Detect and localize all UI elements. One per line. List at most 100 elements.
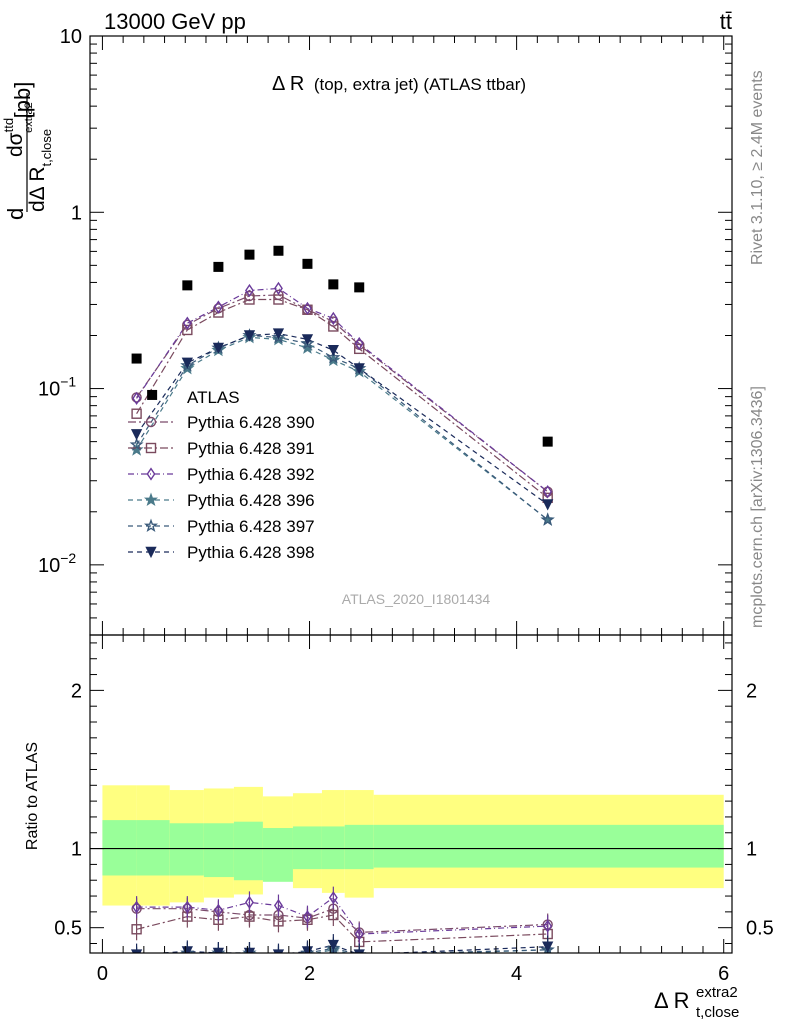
ratio-point	[277, 950, 280, 953]
legend-label: Pythia 6.428 396	[187, 491, 315, 510]
y-tick-label: 1	[71, 202, 82, 224]
series-point	[542, 499, 554, 511]
ratio-point	[212, 947, 225, 953]
ratio-point	[213, 903, 223, 917]
data-point	[273, 245, 284, 256]
legend-marker	[145, 416, 157, 428]
series-point	[354, 336, 364, 351]
series-line	[136, 287, 549, 493]
ratio-point	[245, 895, 254, 910]
y-axis-label: [pb] dσttd dΔ Rt,closeextra2 d	[1, 82, 54, 220]
mcplots-label: mcplots.cern.ch [arXiv:1306.3436]	[749, 386, 766, 628]
y-label-numerator: dσttd	[1, 118, 27, 157]
series-point	[272, 328, 285, 340]
series-point	[245, 283, 254, 298]
title-paren: (top, extra jet) (ATLAS ttbar)	[314, 75, 526, 94]
series-point	[303, 301, 312, 316]
process-label: tt̄	[720, 9, 732, 34]
data-point	[542, 436, 553, 447]
series-point	[327, 345, 339, 357]
legend-marker	[143, 492, 159, 507]
series-point	[132, 391, 142, 406]
data-point	[244, 249, 255, 260]
ratio-point	[131, 924, 142, 935]
ratio-point	[130, 949, 143, 953]
x-tick-label: 0	[97, 963, 108, 985]
inner-band-bin	[203, 823, 234, 878]
legend-label: Pythia 6.428 398	[187, 543, 315, 562]
y-tick-label: 10−2	[38, 550, 76, 577]
ratio-y-tick-label-right: 1	[746, 839, 757, 861]
x-tick-label: 6	[718, 963, 729, 985]
x-tick-label: 4	[511, 963, 522, 985]
ratio-point	[182, 900, 192, 914]
series-point	[213, 300, 223, 314]
inner-band-bin	[373, 824, 724, 868]
series-point	[131, 408, 142, 419]
y-tick-label: 10−1	[38, 374, 76, 401]
x-tick-label: 2	[304, 963, 315, 985]
series-point	[328, 321, 339, 332]
inner-band-bin	[136, 820, 170, 876]
ratio-point	[328, 890, 338, 905]
ratio-y-tick-label-right: 2	[746, 680, 757, 702]
ratio-point	[328, 909, 339, 921]
data-marks	[131, 245, 553, 447]
series-point	[353, 363, 365, 375]
legend: ATLAS Pythia 6.428 390 Pythia 6.428 391 Pyt…	[128, 388, 315, 562]
ratio-point	[327, 939, 339, 952]
series-point	[212, 342, 225, 355]
x-axis-label-sup: extra2	[696, 984, 738, 1001]
x-axis-label: Δ R	[654, 988, 689, 1013]
ratio-y-tick-label: 0.5	[54, 918, 82, 940]
inner-band-bin	[169, 823, 204, 876]
chart-title: Δ R (top, extra jet) (ATLAS ttbar)	[272, 73, 526, 95]
series-point	[181, 357, 193, 369]
y-label-denominator: dΔ Rt,closeextra2	[23, 102, 54, 212]
ratio-y-tick-label: 2	[71, 680, 82, 702]
beam-label: 13000 GeV pp	[104, 9, 246, 34]
uncertainty-bands	[102, 785, 724, 906]
legend-label: ATLAS	[187, 388, 240, 407]
ratio-point	[135, 950, 138, 953]
data-point	[147, 389, 158, 400]
data-point	[354, 282, 365, 293]
inner-band-bin	[321, 826, 345, 870]
data-point	[213, 261, 224, 272]
series-point	[326, 350, 341, 364]
legend-marker	[143, 518, 159, 533]
legend-label: Pythia 6.428 391	[187, 439, 315, 458]
data-point	[182, 280, 193, 291]
main-series-marks	[129, 281, 555, 526]
series-point	[300, 336, 315, 350]
series-point	[274, 281, 283, 296]
series-point	[540, 512, 555, 526]
ratio-series-line	[136, 896, 548, 935]
data-point	[131, 353, 142, 364]
ratio-series-lines	[136, 896, 548, 953]
y-label-prefix: d	[3, 208, 28, 220]
legend-marker	[146, 467, 156, 481]
inner-band-bin	[233, 821, 263, 881]
series-point	[271, 330, 286, 344]
ratio-point	[542, 941, 554, 953]
ratio-point	[180, 945, 195, 953]
legend-marker	[145, 546, 157, 559]
legend-label: Pythia 6.428 390	[187, 413, 315, 432]
series-point	[301, 334, 314, 346]
ratio-point	[543, 919, 553, 933]
series-line	[136, 336, 549, 521]
series-line	[136, 294, 549, 493]
series-point	[543, 485, 553, 499]
series-point	[300, 340, 315, 354]
series-point	[328, 311, 338, 326]
series-point	[213, 307, 224, 318]
inner-band-bin	[262, 828, 293, 882]
legend-marker	[145, 442, 157, 454]
inner-band-bin	[292, 826, 322, 870]
y-label-unit: [pb]	[10, 82, 35, 119]
ratio-point	[300, 945, 315, 953]
ratio-point	[136, 951, 138, 953]
ratio-point	[354, 927, 364, 941]
